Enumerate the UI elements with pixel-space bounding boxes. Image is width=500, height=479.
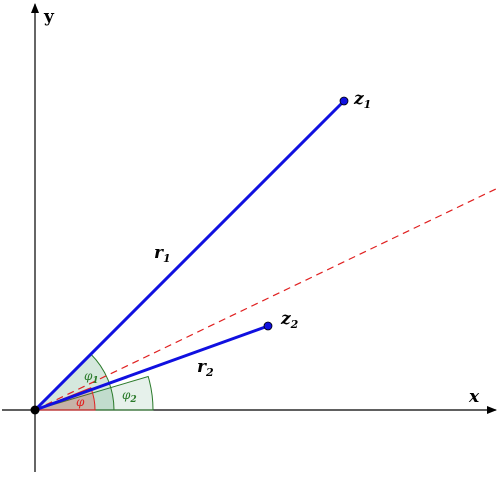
label-r1: r1 [154,243,171,265]
label-z1: z1 [353,89,371,111]
x-axis-label: x [468,387,480,407]
origin-point [30,405,40,415]
vector-z2 [34,324,269,412]
angle-phi2-sector [34,375,154,411]
label-phi: φ [76,395,85,409]
point-z1 [339,96,349,106]
vector-z1 [33,99,346,412]
point-z2 [263,321,273,331]
bisector-dashed-line [34,186,500,411]
label-phi2: φ2 [122,388,137,405]
label-z2: z2 [280,309,299,331]
y-axis-label: y [43,7,55,27]
label-r2: r2 [197,357,214,379]
label-phi1: φ1 [84,369,99,386]
